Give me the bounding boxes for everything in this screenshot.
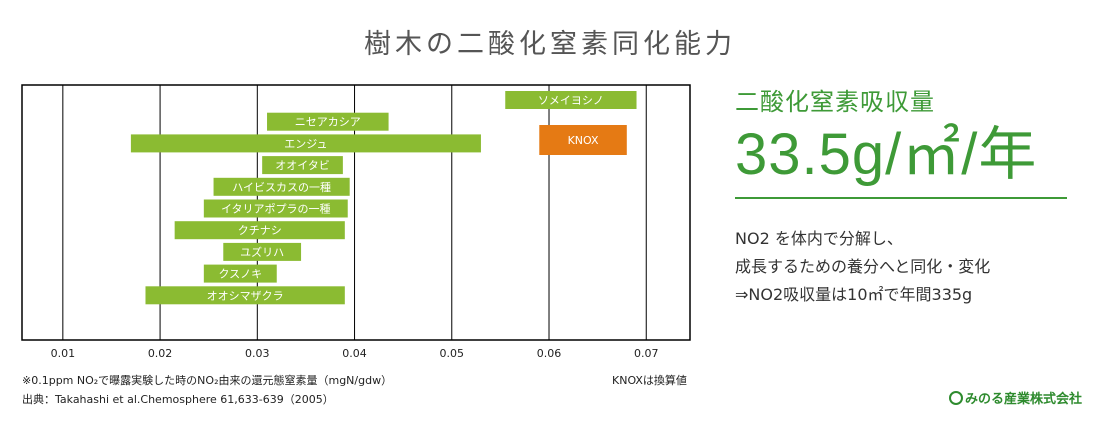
bar — [539, 125, 627, 155]
absorption-description: NO2 を体内で分解し、 成長するための養分へと同化・変化 ⇒NO2吸収量は10… — [735, 225, 1080, 309]
bar — [262, 156, 343, 175]
bar-label: クスノキ — [218, 268, 262, 281]
bar-label: オオシマザクラ — [207, 289, 284, 302]
bar — [130, 134, 481, 153]
bar — [203, 199, 348, 218]
absorption-panel: 二酸化窒素吸収量 33.5g/㎡/年 NO2 を体内で分解し、 成長するための養… — [735, 82, 1080, 309]
company-logo-icon — [948, 390, 963, 405]
desc-line-1: NO2 を体内で分解し、 — [735, 229, 903, 248]
page-title: 樹木の二酸化窒素同化能力 — [364, 29, 736, 60]
bar-label: ユズリハ — [240, 245, 284, 259]
divider — [735, 197, 1067, 199]
bar — [213, 177, 350, 196]
bar-label: ニセアカシア — [295, 116, 361, 129]
bar — [267, 112, 389, 131]
x-tick-label: 0.02 — [148, 347, 173, 360]
bar — [174, 221, 345, 240]
unit-note: ※0.1ppm NO₂で曝露実験した時のNO₂由来の還元態窒素量（mgN/gdw… — [22, 374, 393, 387]
bar-label: エンジュ — [284, 137, 327, 150]
company-name: みのる産業株式会社 — [964, 392, 1082, 407]
x-tick-label: 0.07 — [634, 347, 659, 360]
x-tick-labels: 0.01 0.02 0.03 0.04 0.05 0.06 0.07 — [51, 347, 659, 360]
desc-line-3: ⇒NO2吸収量は10㎡で年間335g — [735, 285, 973, 304]
bar-label: オオイタビ — [275, 159, 330, 172]
source-note: 出典：Takahashi et al.Chemosphere 61,633-63… — [22, 393, 334, 406]
bar-label: イタリアポプラの一種 — [221, 202, 331, 216]
desc-line-2: 成長するための養分へと同化・変化 — [735, 257, 991, 276]
company-logo-text: みのる産業株式会社 — [948, 388, 1082, 407]
bar — [505, 91, 637, 109]
x-tick-label: 0.06 — [537, 347, 562, 360]
bar-chart: ソメイヨシノ KNOX ニセアカシアエンジュオオイタビハイビスカスの一種イタリアポプ… — [21, 84, 691, 360]
bar-label: ソメイヨシノ — [538, 94, 604, 107]
bar-label: KNOX — [568, 134, 599, 147]
absorption-heading: 二酸化窒素吸収量 — [735, 88, 935, 116]
x-tick-label: 0.01 — [51, 347, 76, 360]
absorption-value: 33.5g/㎡/年 — [735, 122, 1038, 187]
bar — [203, 264, 277, 283]
x-tick-label: 0.03 — [245, 347, 270, 360]
bar — [145, 286, 345, 305]
x-tick-label: 0.05 — [440, 347, 465, 360]
knox-note: KNOXは換算値 — [612, 374, 687, 387]
bars: ソメイヨシノ KNOX ニセアカシアエンジュオオイタビハイビスカスの一種イタリアポプ… — [130, 91, 637, 305]
bar-label: クチナシ — [238, 224, 282, 237]
bar — [223, 242, 302, 261]
x-tick-label: 0.04 — [342, 347, 367, 360]
bar-label: ハイビスカスの一種 — [232, 180, 331, 194]
